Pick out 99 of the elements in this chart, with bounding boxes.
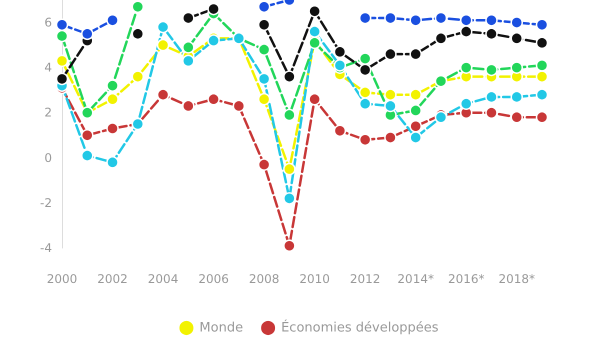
point (485, 106, 498, 119)
point (536, 59, 548, 72)
point (384, 131, 397, 144)
x-tick-label: 2002 (97, 272, 128, 286)
point (409, 48, 422, 60)
point (409, 14, 422, 27)
point (232, 100, 246, 112)
point (283, 108, 296, 122)
point (308, 36, 321, 50)
point (308, 5, 321, 18)
point (308, 25, 321, 38)
point (510, 32, 523, 45)
x-tick-label: 2018* (498, 272, 536, 286)
point (510, 110, 523, 124)
point (258, 72, 270, 86)
point (182, 100, 195, 112)
point (409, 104, 422, 117)
point (358, 134, 372, 146)
point (384, 48, 397, 60)
x-tick-label: 2012 (350, 272, 380, 286)
point (409, 131, 422, 144)
point (536, 70, 548, 83)
point (156, 38, 170, 52)
point (182, 12, 195, 24)
point (536, 110, 548, 124)
point (283, 162, 296, 176)
point (258, 158, 270, 171)
point (106, 92, 119, 106)
point (358, 64, 372, 76)
point (384, 100, 397, 112)
x-tick-label: 2014* (397, 272, 434, 286)
point (358, 86, 372, 99)
point (510, 90, 523, 104)
point (510, 16, 523, 29)
point (156, 88, 170, 101)
y-tick-label: -4 (40, 241, 52, 255)
point (536, 88, 548, 101)
point (56, 54, 68, 68)
point (106, 156, 119, 169)
point (182, 54, 195, 68)
point (258, 43, 270, 56)
x-tick-label: 2004 (148, 272, 178, 286)
point (485, 64, 498, 76)
point (106, 14, 119, 27)
y-tick-label: 0 (44, 150, 52, 165)
point (132, 70, 144, 83)
x-tick-label: 2006 (198, 272, 229, 286)
point (460, 61, 472, 74)
point (56, 30, 68, 42)
x-tick-label: 2000 (46, 272, 78, 286)
point (409, 88, 422, 101)
point (258, 18, 270, 32)
point (384, 88, 397, 101)
point (56, 18, 68, 32)
point (460, 97, 472, 110)
legend-label: Économies développées (281, 318, 439, 336)
point (434, 32, 448, 45)
point (207, 92, 220, 106)
point (207, 2, 220, 16)
point (334, 124, 346, 138)
point (283, 70, 296, 83)
point (258, 0, 270, 14)
x-tick-label: 2010 (299, 272, 330, 286)
point (358, 97, 372, 110)
point (334, 46, 346, 58)
point (434, 12, 448, 24)
point (409, 120, 422, 132)
x-tick-label: 2008 (248, 272, 280, 286)
point (283, 240, 296, 252)
point (81, 28, 94, 40)
point (132, 0, 144, 14)
point (81, 129, 94, 142)
point (536, 18, 548, 32)
point (485, 14, 498, 27)
point (106, 122, 119, 135)
point (56, 72, 68, 86)
y-tick-label: 2 (44, 106, 52, 120)
legend-label: Monde (199, 320, 244, 336)
point (460, 14, 472, 27)
point (536, 36, 548, 50)
point (510, 61, 523, 74)
point (81, 149, 94, 162)
point (460, 25, 472, 38)
point (358, 52, 372, 65)
y-tick-label: -2 (40, 196, 52, 210)
point (156, 20, 170, 34)
y-tick-label: 6 (44, 16, 52, 30)
point (384, 12, 397, 24)
point (132, 28, 144, 40)
point (182, 41, 195, 54)
point (308, 92, 321, 106)
point (258, 92, 270, 106)
point (485, 90, 498, 104)
point (106, 79, 119, 92)
point (358, 12, 372, 24)
point (485, 28, 498, 40)
x-tick-label: 2016* (448, 272, 484, 286)
y-tick-label: 4 (44, 60, 52, 75)
point (283, 192, 296, 205)
